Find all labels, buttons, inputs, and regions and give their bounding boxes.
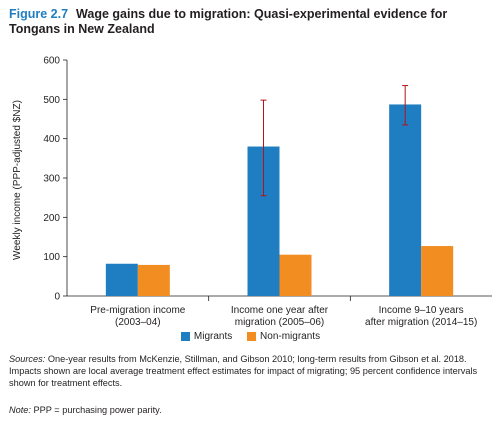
legend-item-migrants: Migrants <box>180 331 233 342</box>
legend-swatch-migrants <box>180 332 190 341</box>
legend-item-non-migrants: Non-migrants <box>247 331 320 342</box>
bar-chart: 0 100 200 300 400 500 600 Weekly income (PPP-ad… <box>12 56 492 328</box>
y-tick-label: 400 <box>43 134 60 145</box>
legend-swatch-non-migrants <box>247 332 257 341</box>
y-axis-label: Weekly income (PPP-adjusted $NZ) <box>12 100 23 260</box>
bar-non-migrants-2 <box>421 246 454 296</box>
x-tick-label: migration (2005–06) <box>235 317 325 328</box>
legend-label-non-migrants: Non-migrants <box>260 331 321 342</box>
figure-number: Figure 2.7 <box>9 7 69 21</box>
legend-label-migrants: Migrants <box>193 331 233 342</box>
x-tick-label: after migration (2014–15) <box>365 317 477 328</box>
y-tick-label: 0 <box>54 292 60 303</box>
sources-text: One-year results from McKenzie, Stillman… <box>9 354 478 388</box>
x-tick-label: Income one year after <box>231 305 329 316</box>
y-tick-label: 300 <box>43 174 60 185</box>
y-tick-label: 100 <box>43 252 60 263</box>
sources-label: Sources: <box>9 354 46 364</box>
sources-note: Sources: One-year results from McKenzie,… <box>9 353 497 389</box>
x-tick-label: Income 9–10 years <box>379 305 464 316</box>
bar-non-migrants-1 <box>279 254 312 296</box>
footnote: Note: PPP = purchasing power parity. <box>9 404 497 416</box>
bar-migrants-2 <box>389 104 422 297</box>
figure-title: Figure 2.7 Wage gains due to migration: Q… <box>9 7 489 37</box>
y-tick-label: 200 <box>43 213 60 224</box>
note-text: PPP = purchasing power parity. <box>33 405 162 415</box>
legend: Migrants Non-migrants <box>0 331 501 344</box>
figure-title-text: Wage gains due to migration: Quasi-exper… <box>9 7 448 36</box>
x-tick-label: Pre-migration income <box>90 305 185 316</box>
note-label: Note: <box>9 405 31 415</box>
bar-non-migrants-0 <box>137 264 170 296</box>
y-tick-label: 500 <box>43 95 60 106</box>
x-tick-label: (2003–04) <box>115 317 161 328</box>
y-tick-label: 600 <box>43 56 60 67</box>
bar-migrants-0 <box>105 263 138 296</box>
